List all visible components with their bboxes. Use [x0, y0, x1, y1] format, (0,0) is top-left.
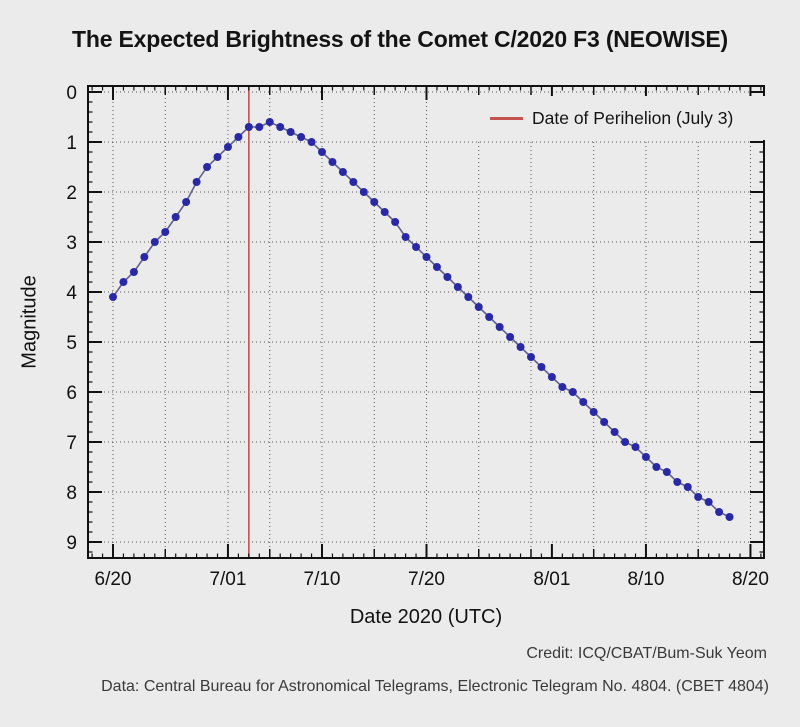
- data-source-text: Data: Central Bureau for Astronomical Te…: [101, 678, 769, 695]
- data-point: [527, 353, 535, 361]
- x-axis-title: Date 2020 (UTC): [349, 606, 503, 628]
- x-tick-label: 8/01: [533, 569, 570, 590]
- data-point: [109, 293, 117, 301]
- data-point: [349, 178, 358, 186]
- y-tick-label: 9: [66, 533, 77, 554]
- chart-title: The Expected Brightness of the Comet C/2…: [72, 26, 728, 52]
- data-point: [558, 383, 567, 391]
- data-point: [265, 118, 274, 126]
- data-point: [244, 123, 253, 131]
- y-tick-label: 1: [66, 133, 77, 154]
- data-point: [255, 123, 264, 131]
- data-point: [161, 228, 170, 236]
- data-point: [119, 278, 128, 286]
- data-point: [182, 198, 191, 206]
- data-point: [443, 273, 452, 281]
- series-line: [112, 121, 730, 518]
- data-point: [474, 303, 483, 311]
- brightness-series: [109, 118, 734, 521]
- data-point: [704, 498, 713, 506]
- data-point: [338, 168, 347, 176]
- data-point: [192, 178, 201, 186]
- data-point: [610, 428, 619, 436]
- data-point: [234, 133, 243, 141]
- x-tick-label: 8/10: [627, 569, 664, 590]
- data-point: [464, 293, 473, 301]
- data-point: [150, 238, 159, 246]
- data-point: [129, 268, 138, 276]
- x-tick-label: 6/20: [95, 569, 132, 590]
- perihelion-line-sample: [490, 116, 523, 120]
- data-point: [485, 313, 494, 321]
- grid-lines: [88, 86, 764, 558]
- data-point: [662, 468, 671, 476]
- x-tick-label: 7/20: [408, 569, 445, 590]
- data-point: [537, 363, 546, 371]
- data-point: [422, 253, 431, 261]
- y-tick-label: 0: [66, 83, 77, 104]
- data-point: [631, 443, 640, 451]
- y-tick-label: 4: [66, 283, 77, 304]
- y-tick-label: 7: [66, 433, 77, 454]
- data-point: [516, 343, 525, 351]
- data-point: [453, 283, 462, 291]
- data-point: [725, 513, 734, 521]
- y-tick-label: 6: [66, 383, 77, 404]
- data-point: [380, 208, 389, 216]
- data-point: [589, 408, 598, 416]
- data-point: [359, 188, 368, 196]
- data-point: [579, 398, 588, 406]
- legend-label: Date of Perihelion (July 3): [532, 107, 734, 128]
- axis-tick-labels: 6/20 7/01 7/10 7/20 8/01 8/10 8/20 0 1 2 3 4 5 6 7 8 9: [66, 83, 769, 590]
- legend: Date of Perihelion (July 3): [478, 96, 768, 140]
- data-point: [370, 198, 379, 206]
- data-point: [412, 243, 421, 251]
- data-point: [694, 493, 703, 501]
- data-point: [213, 153, 222, 161]
- data-point: [621, 438, 630, 446]
- x-tick-label: 7/10: [304, 569, 341, 590]
- data-point: [495, 323, 504, 331]
- x-tick-label: 7/01: [209, 569, 246, 590]
- data-point: [673, 478, 682, 486]
- data-point: [297, 133, 306, 141]
- y-tick-label: 3: [66, 233, 77, 254]
- data-point: [203, 163, 212, 171]
- data-point: [568, 388, 577, 396]
- x-tick-label: 8/20: [732, 569, 769, 590]
- data-point: [715, 508, 724, 516]
- data-point: [547, 373, 556, 381]
- data-point: [652, 463, 661, 471]
- data-point: [328, 158, 337, 166]
- y-tick-label: 5: [66, 333, 77, 354]
- data-point: [140, 253, 149, 261]
- data-point: [432, 263, 441, 271]
- credit-text: Credit: ICQ/CBAT/Bum-Suk Yeom: [526, 645, 767, 662]
- data-point: [318, 148, 326, 156]
- data-point: [307, 138, 316, 146]
- data-point: [506, 333, 515, 341]
- y-tick-label: 2: [66, 183, 77, 204]
- y-axis-title: Magnitude: [18, 275, 41, 369]
- data-point: [223, 143, 232, 151]
- data-point: [600, 418, 609, 426]
- data-point: [683, 483, 692, 491]
- y-tick-label: 8: [66, 483, 77, 504]
- data-point: [401, 233, 410, 241]
- data-point: [276, 123, 285, 131]
- axis-ticks: [88, 86, 764, 558]
- data-point: [391, 218, 400, 226]
- data-point: [171, 213, 180, 221]
- data-point: [286, 128, 295, 136]
- data-point: [641, 453, 650, 461]
